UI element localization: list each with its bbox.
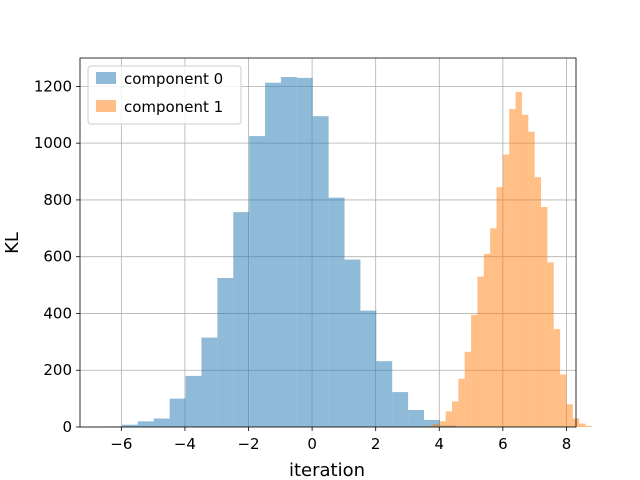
bar-component-0	[249, 136, 266, 428]
legend-label-component-1: component 1	[124, 98, 223, 116]
y-tick-label: 200	[43, 361, 72, 379]
bar-component-0	[392, 392, 409, 427]
y-tick-label: 800	[43, 191, 72, 209]
bar-component-0	[312, 116, 329, 427]
bar-component-1	[502, 154, 510, 427]
bar-component-1	[496, 187, 503, 427]
bar-component-1	[541, 207, 548, 427]
legend-label-component-0: component 0	[124, 70, 223, 88]
bar-component-1	[547, 262, 554, 427]
legend-swatch-component-1	[96, 100, 116, 112]
bar-component-1	[477, 276, 484, 427]
legend-frame	[87, 65, 242, 125]
y-tick-label: 400	[43, 304, 72, 322]
bar-component-0	[424, 419, 440, 427]
bar-component-0	[233, 212, 250, 427]
bar-component-1	[521, 114, 529, 428]
y-tick-label: 600	[43, 248, 72, 266]
bar-component-0	[328, 197, 345, 427]
bar-component-0	[153, 418, 170, 427]
bar-component-1	[566, 404, 573, 427]
bar-component-1	[585, 425, 592, 427]
y-axis-ticks: 0 200 400 600 800 1000 1200	[34, 77, 80, 436]
x-tick-label: 6	[498, 435, 508, 453]
y-tick-label: 0	[62, 418, 72, 436]
bar-component-0	[265, 82, 281, 428]
bar-component-1	[579, 423, 586, 427]
bar-component-1	[515, 92, 522, 428]
bar-component-0	[169, 398, 186, 427]
y-axis-label: KL	[2, 232, 23, 254]
y-tick-label: 1200	[34, 77, 72, 95]
bar-component-0	[121, 424, 138, 427]
plot-frame	[79, 57, 577, 428]
x-tick-label: −2	[237, 435, 259, 453]
bar-component-1	[432, 424, 440, 427]
bar-component-1	[560, 374, 567, 427]
bar-component-0	[280, 77, 297, 427]
bar-component-0	[201, 337, 218, 427]
histogram-bars	[106, 77, 592, 428]
x-tick-label: 0	[307, 435, 317, 453]
legend-swatch-component-0	[96, 72, 116, 84]
bar-component-1	[426, 426, 433, 427]
x-tick-label: −4	[174, 435, 196, 453]
bar-component-0	[185, 375, 202, 427]
legend: component 0 component 1	[87, 65, 242, 125]
x-axis-label: iteration	[289, 460, 365, 480]
bar-component-1	[490, 228, 497, 427]
bar-component-1	[553, 329, 561, 427]
y-tick-label: 1000	[34, 134, 72, 152]
x-tick-label: 4	[435, 435, 445, 453]
x-tick-label: 2	[371, 435, 381, 453]
bar-component-0	[360, 310, 377, 427]
bar-component-1	[483, 253, 491, 427]
bar-component-1	[509, 109, 516, 427]
bar-component-1	[439, 421, 446, 427]
x-tick-label: −6	[110, 435, 132, 453]
bar-component-1	[534, 177, 542, 427]
bar-component-0	[376, 361, 393, 427]
bar-component-1	[458, 378, 465, 427]
bar-component-1	[471, 314, 478, 427]
x-tick-label: 8	[562, 435, 572, 453]
x-axis-ticks: −6 −4 −2 0 2 4 6 8	[110, 427, 571, 453]
bar-component-0	[296, 77, 313, 427]
bar-component-1	[464, 351, 472, 427]
bar-component-1	[528, 131, 535, 428]
bar-component-1	[445, 411, 452, 427]
bar-component-0	[217, 277, 234, 427]
bar-component-0	[137, 421, 154, 427]
bar-component-0	[408, 409, 425, 427]
bar-component-1	[452, 401, 459, 427]
bar-component-0	[344, 259, 361, 427]
